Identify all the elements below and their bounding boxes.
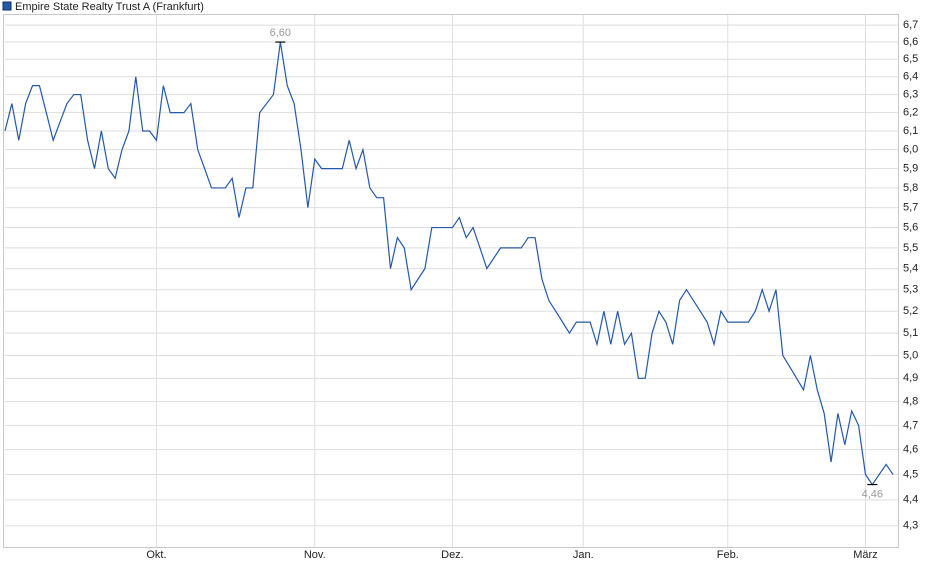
y-tick-label: 4,8 bbox=[903, 396, 918, 408]
y-tick-label: 4,9 bbox=[903, 372, 918, 384]
y-tick-label: 6,0 bbox=[903, 144, 918, 156]
y-tick-label: 5,5 bbox=[903, 242, 918, 254]
y-tick-label: 6,6 bbox=[903, 36, 918, 48]
y-tick-label: 5,4 bbox=[903, 263, 918, 275]
x-tick-label: Okt. bbox=[146, 549, 166, 561]
y-tick-label: 6,3 bbox=[903, 88, 918, 100]
plot-frame bbox=[3, 14, 899, 548]
y-tick-label: 5,0 bbox=[903, 349, 918, 361]
x-tick-label: Nov. bbox=[304, 549, 326, 561]
y-tick-label: 5,1 bbox=[903, 327, 918, 339]
y-tick-label: 6,7 bbox=[903, 19, 918, 31]
y-tick-label: 6,2 bbox=[903, 107, 918, 119]
y-tick-label: 4,3 bbox=[903, 520, 918, 532]
y-tick-label: 6,5 bbox=[903, 53, 918, 65]
price-line bbox=[4, 41, 894, 486]
y-tick-label: 5,2 bbox=[903, 305, 918, 317]
y-tick-label: 6,4 bbox=[903, 71, 918, 83]
y-tick-label: 6,1 bbox=[903, 125, 918, 137]
y-tick-label: 5,8 bbox=[903, 182, 918, 194]
x-tick-label: März bbox=[853, 549, 877, 561]
x-tick-label: Dez. bbox=[441, 549, 464, 561]
value-label: 6,60 bbox=[270, 27, 291, 39]
legend-swatch bbox=[2, 1, 12, 11]
legend-label: Empire State Realty Trust A (Frankfurt) bbox=[15, 1, 204, 13]
y-tick-label: 4,7 bbox=[903, 419, 918, 431]
y-tick-label: 4,5 bbox=[903, 468, 918, 480]
y-tick-label: 4,4 bbox=[903, 494, 918, 506]
y-tick-label: 5,3 bbox=[903, 284, 918, 296]
value-label: 4,46 bbox=[862, 488, 883, 500]
x-tick-label: Feb. bbox=[717, 549, 739, 561]
y-tick-label: 4,6 bbox=[903, 444, 918, 456]
x-tick-label: Jan. bbox=[573, 549, 594, 561]
y-tick-label: 5,6 bbox=[903, 221, 918, 233]
y-tick-label: 5,9 bbox=[903, 163, 918, 175]
y-tick-label: 5,7 bbox=[903, 201, 918, 213]
